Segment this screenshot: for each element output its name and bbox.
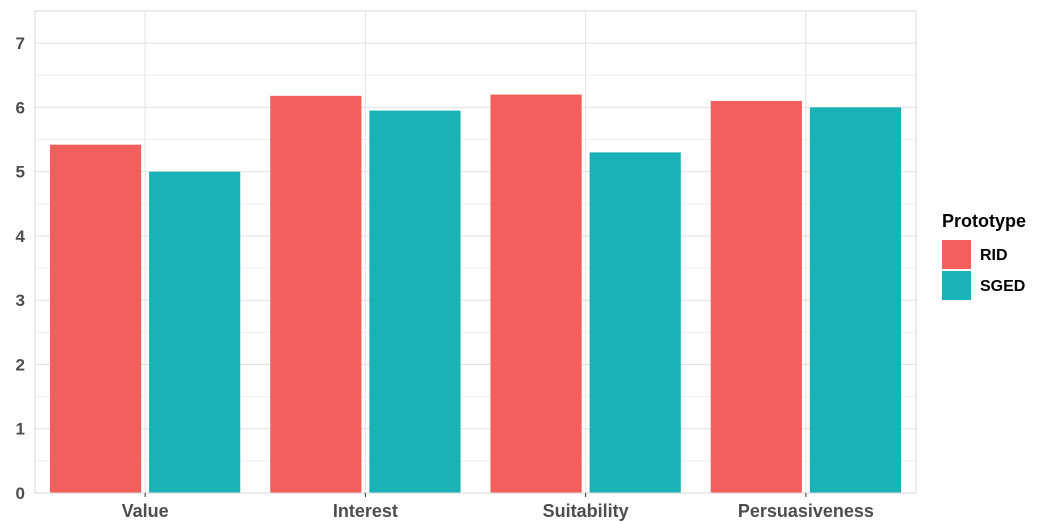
legend-label-sged: SGED [980,278,1025,295]
y-tick-label: 3 [16,291,25,310]
bar-sged-suitability [589,152,681,494]
bar-rid-suitability [490,94,582,494]
bar-rid-persuasiveness [710,100,802,494]
bar-sged-value [149,171,241,493]
x-tick-label: Persuasiveness [738,501,874,521]
y-tick-label: 2 [16,355,25,374]
x-axis: Value Interest Suitability Persuasiveness [122,493,874,521]
y-tick-label: 1 [16,420,25,439]
legend-key-rid [942,240,971,269]
y-axis: 0 1 2 3 4 5 6 7 [16,34,26,503]
bar-sged-persuasiveness [809,107,902,494]
bar-rid-interest [270,95,362,493]
legend-title: Prototype [942,211,1026,231]
x-tick-label: Value [122,501,169,521]
legend: Prototype RID SGED [942,211,1026,300]
legend-key-sged [942,271,971,300]
panel-border [34,10,917,494]
legend-label-rid: RID [980,247,1008,264]
bar-sged-interest [369,110,461,493]
y-tick-label: 4 [16,227,26,246]
bar-rid-value [49,144,142,493]
x-tick-label: Interest [333,501,398,521]
x-tick-label: Suitability [543,501,629,521]
y-tick-label: 6 [16,98,25,117]
y-tick-label: 5 [16,163,25,182]
bars [49,94,902,494]
y-tick-label: 7 [16,34,25,53]
y-tick-label: 0 [16,484,25,503]
